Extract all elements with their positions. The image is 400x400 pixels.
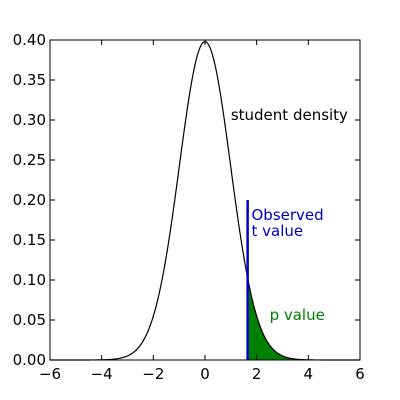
x-tick-label: 4: [304, 365, 314, 383]
y-tick-label: 0.35: [13, 71, 46, 89]
x-tick-label: −2: [142, 365, 164, 383]
y-tick-label: 0.15: [13, 231, 46, 249]
y-tick-label: 0.25: [13, 151, 46, 169]
y-tick-label: 0.10: [13, 271, 46, 289]
y-tick-label: 0.40: [13, 31, 46, 49]
x-tick-label: 0: [200, 365, 210, 383]
annotation-label: Observed: [252, 206, 324, 224]
y-tick-label: 0.05: [13, 311, 46, 329]
annotation-label: p value: [270, 306, 325, 324]
y-tick-label: 0.30: [13, 111, 46, 129]
annotations: student density Observed t value p value: [231, 106, 348, 324]
y-tick-label: 0.00: [13, 351, 46, 369]
x-tick-label: −6: [39, 365, 61, 383]
annotation-label: t value: [252, 222, 304, 240]
ticks: −6 −4 −2 0 2 4 6 0.00 0.05 0.10 0.15 0.20 0.25 0.30 0.…: [13, 31, 365, 383]
annotation-label: student density: [231, 106, 348, 124]
y-tick-label: 0.20: [13, 191, 46, 209]
x-tick-label: −4: [91, 365, 113, 383]
x-tick-label: 6: [355, 365, 365, 383]
p-value-area: [247, 278, 360, 360]
x-tick-label: 2: [252, 365, 262, 383]
